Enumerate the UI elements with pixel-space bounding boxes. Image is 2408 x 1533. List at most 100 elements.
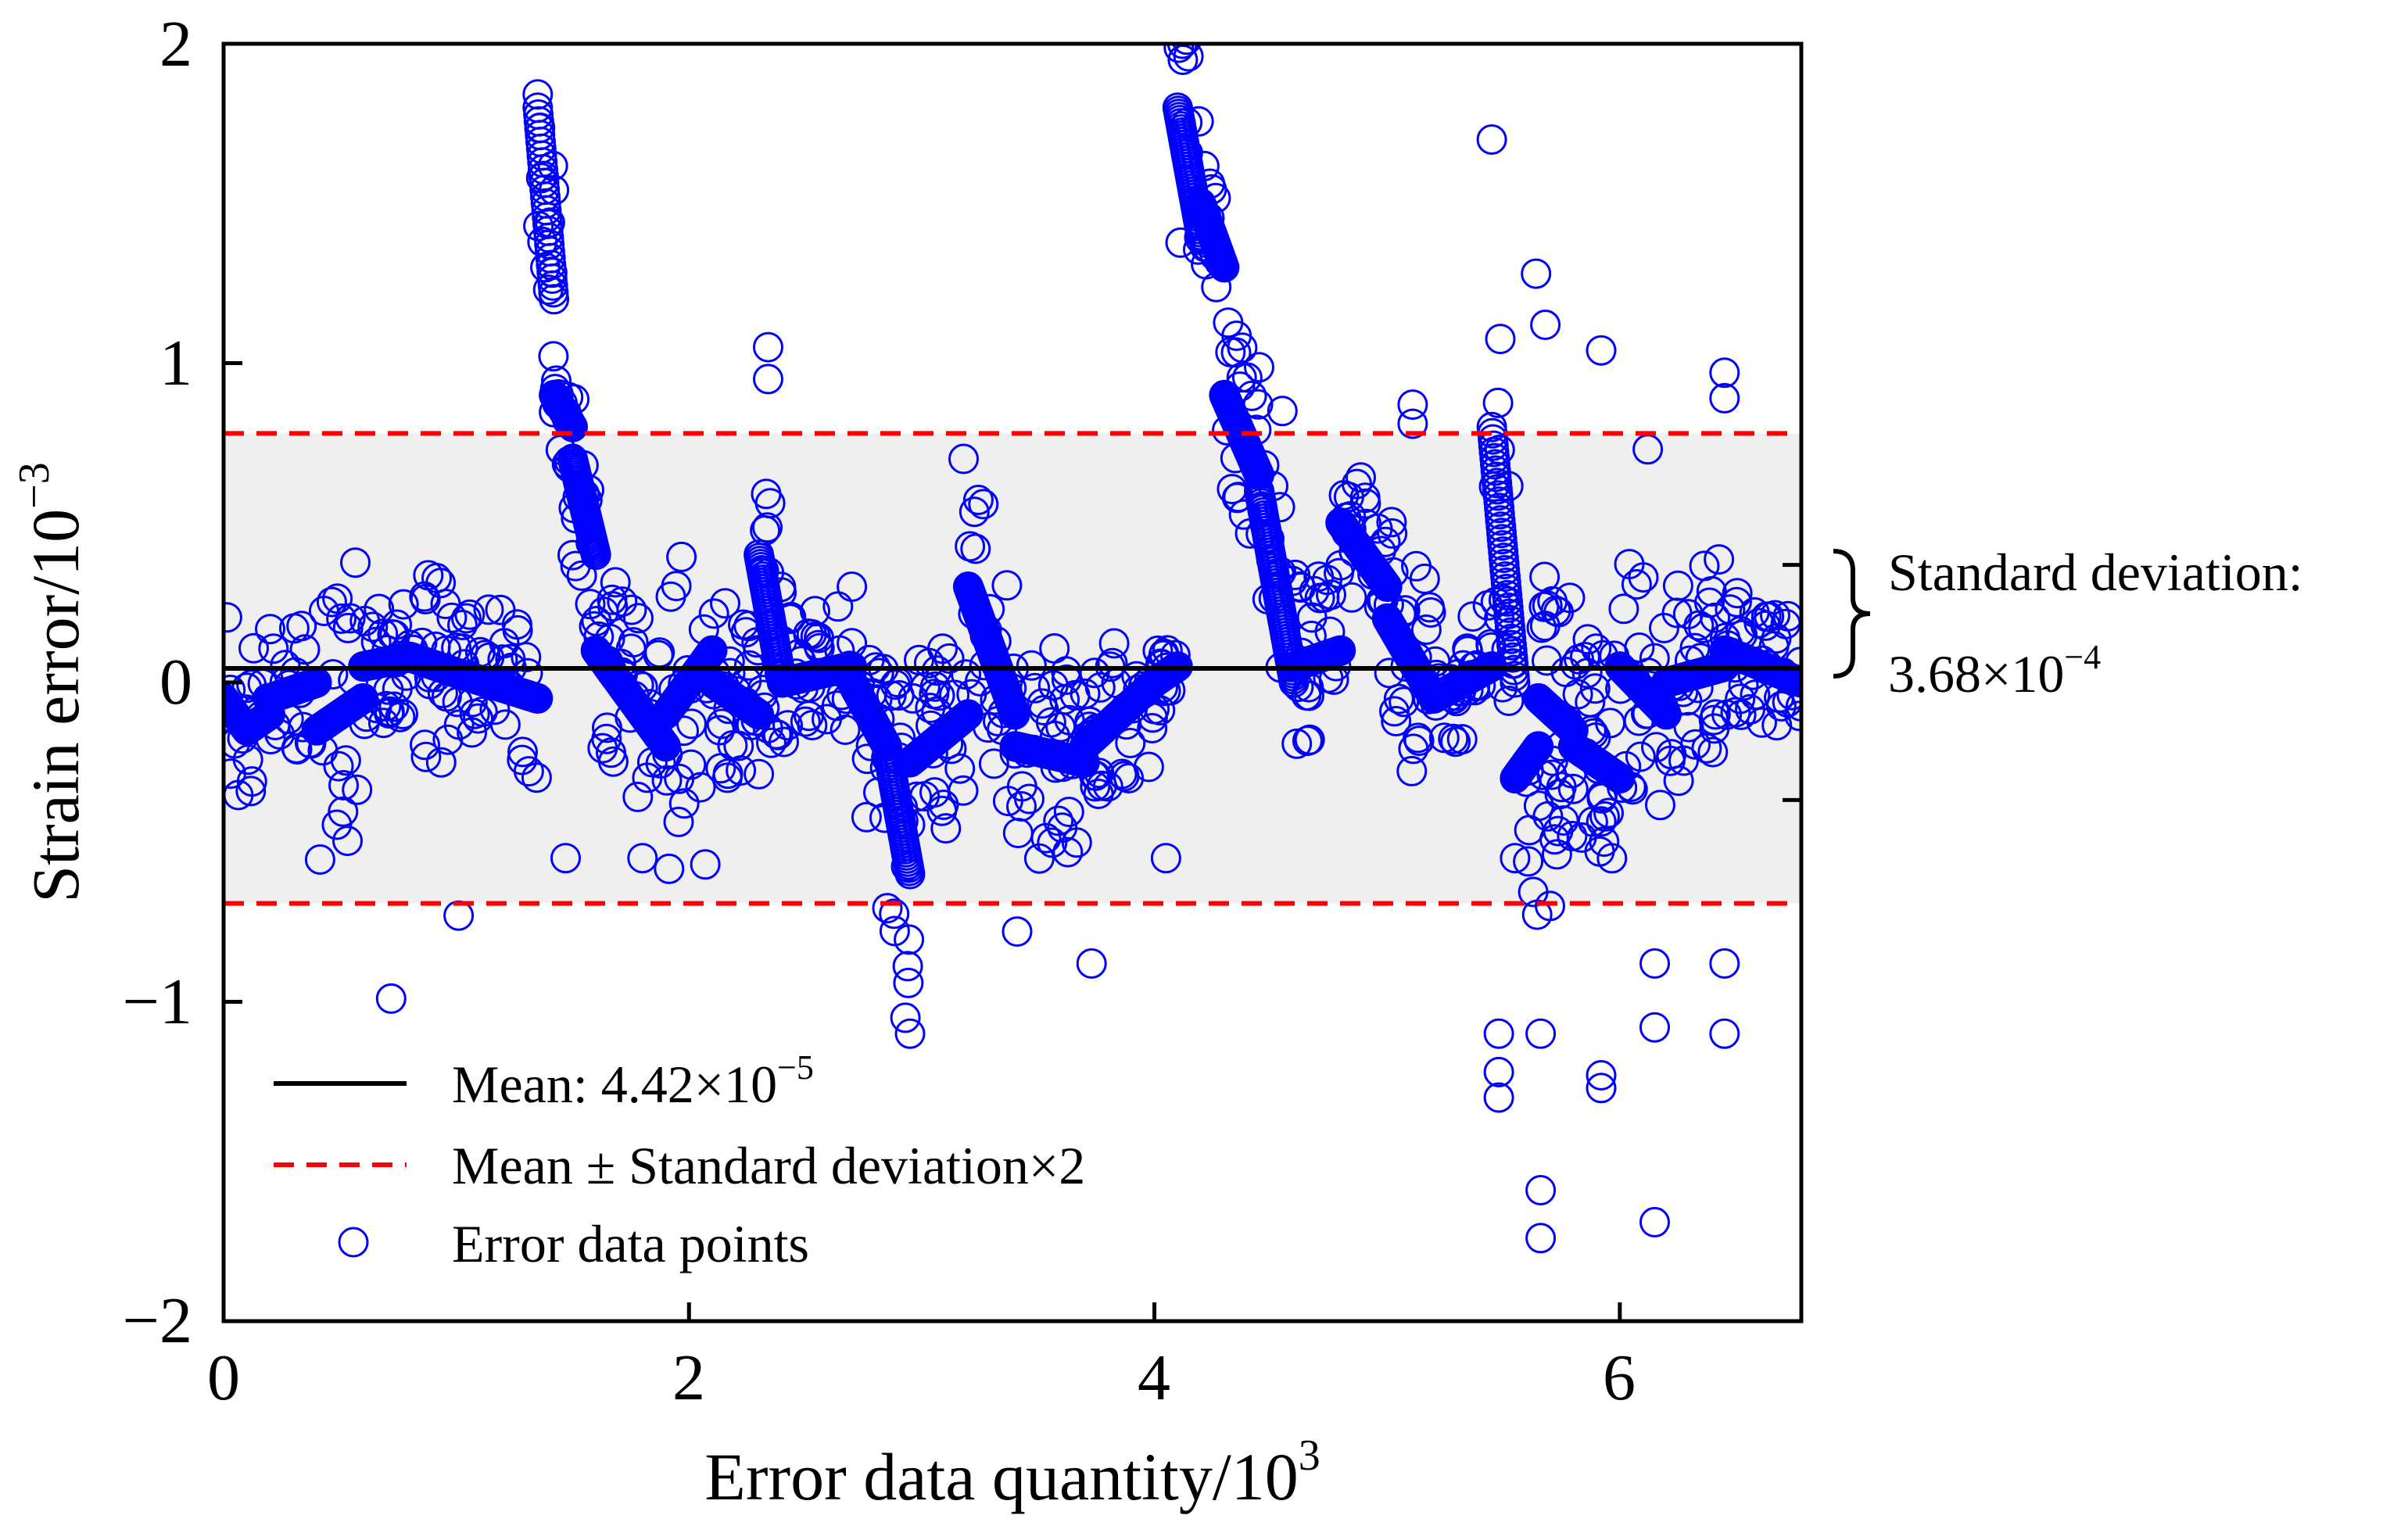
error-data-point <box>1621 569 1652 600</box>
error-data-point <box>326 603 357 634</box>
error-data-point <box>754 488 786 519</box>
error-data-point <box>436 602 468 633</box>
error-data-point <box>968 489 999 520</box>
error-data-point <box>690 849 721 880</box>
error-data-point <box>1607 772 1638 804</box>
error-data-point <box>1254 523 1285 554</box>
error-data-point <box>511 642 542 673</box>
error-data-point <box>894 1018 926 1049</box>
error-data-point <box>1557 773 1589 804</box>
error-data-point <box>616 594 647 625</box>
error-data-point <box>726 755 757 786</box>
error-data-point <box>1415 597 1446 628</box>
error-data-point <box>1786 667 1801 698</box>
error-data-point <box>1500 843 1531 874</box>
error-data-point <box>1385 599 1417 629</box>
error-data-point <box>1294 724 1325 755</box>
error-data-point <box>776 601 807 632</box>
error-data-point <box>1586 1060 1617 1091</box>
error-data-point <box>1019 672 1051 704</box>
error-data-point <box>756 727 787 758</box>
error-data-point <box>1485 324 1516 355</box>
error-data-point <box>1586 806 1617 837</box>
error-data-point <box>1725 683 1756 715</box>
error-data-point <box>1697 736 1729 768</box>
error-data-point <box>1166 44 1198 59</box>
error-data-point <box>1776 679 1801 711</box>
error-data-point <box>238 632 269 664</box>
y-tick-label: 0 <box>159 646 192 718</box>
error-data-point <box>894 924 925 955</box>
error-data-point <box>591 723 622 754</box>
error-data-point <box>1662 570 1693 601</box>
error-data-point <box>837 628 868 659</box>
error-data-point <box>607 586 638 618</box>
error-data-point <box>1457 601 1489 632</box>
error-data-point <box>1014 783 1045 815</box>
error-data-point <box>909 672 941 703</box>
error-data-point <box>1052 836 1084 868</box>
error-data-point <box>351 701 382 732</box>
error-data-point <box>559 384 590 415</box>
error-data-point <box>1006 791 1037 822</box>
error-data-point <box>1611 750 1642 782</box>
error-data-point <box>1155 675 1186 706</box>
error-data-point <box>1389 686 1420 718</box>
error-data-point <box>1484 434 1515 465</box>
error-data-point <box>364 593 395 625</box>
error-data-point <box>627 843 658 874</box>
error-data-point <box>1378 557 1409 588</box>
error-data-point <box>513 756 544 787</box>
error-data-point <box>1381 706 1412 736</box>
error-data-point <box>536 257 568 288</box>
error-data-point <box>330 745 361 776</box>
y-tick-labels: −2 −1 0 1 2 <box>123 8 192 1357</box>
error-data-point <box>879 898 910 929</box>
error-data-point <box>1396 755 1428 786</box>
x-axis-title-sup: 3 <box>1299 1431 1320 1480</box>
x-tick-labels: 0 2 4 6 <box>207 1341 1636 1414</box>
error-data-point <box>1521 258 1552 289</box>
error-data-point <box>962 485 994 515</box>
std-annotation: Standard deviation: 3.68×10−4 <box>1833 543 2303 704</box>
error-data-point <box>1760 600 1790 631</box>
error-data-point <box>762 719 794 750</box>
error-data-point <box>534 207 565 238</box>
error-data-point <box>224 602 242 633</box>
error-data-point <box>1557 821 1588 851</box>
error-data-point <box>1249 450 1280 481</box>
y-tick-label: −1 <box>123 965 192 1038</box>
error-data-point <box>1236 380 1267 411</box>
error-data-point <box>425 747 457 778</box>
error-data-point <box>539 284 570 315</box>
y-axis-title: Strain error/10−3 <box>10 462 93 903</box>
error-data-point <box>733 650 765 681</box>
error-data-point <box>1336 582 1367 613</box>
error-data-point <box>316 586 347 618</box>
error-data-point <box>1639 1206 1670 1238</box>
error-data-point <box>676 708 707 740</box>
error-data-point <box>332 826 363 857</box>
legend: Mean: 4.42×10−5 Mean ± Standard deviatio… <box>274 1048 1085 1273</box>
error-data-point <box>1267 396 1298 427</box>
error-data-point <box>797 710 828 741</box>
error-data-point <box>323 750 354 782</box>
error-data-point <box>1172 107 1203 138</box>
error-data-point <box>232 744 263 775</box>
error-data-point <box>924 680 955 711</box>
error-data-point <box>1628 562 1659 593</box>
error-data-point <box>960 533 991 564</box>
error-data-point <box>996 672 1027 704</box>
error-data-point <box>432 724 464 755</box>
error-data-point <box>1709 357 1740 389</box>
legend-bounds-label: Mean ± Standard deviation×2 <box>452 1136 1085 1195</box>
error-data-point <box>1709 382 1740 414</box>
legend-points-label: Error data points <box>452 1214 809 1273</box>
error-data-point <box>1220 337 1252 368</box>
error-data-point <box>335 603 366 634</box>
error-data-point <box>948 775 979 806</box>
error-data-point <box>522 79 554 110</box>
error-data-point <box>1475 632 1507 663</box>
error-data-point <box>1376 507 1407 538</box>
error-data-point <box>1209 252 1240 283</box>
